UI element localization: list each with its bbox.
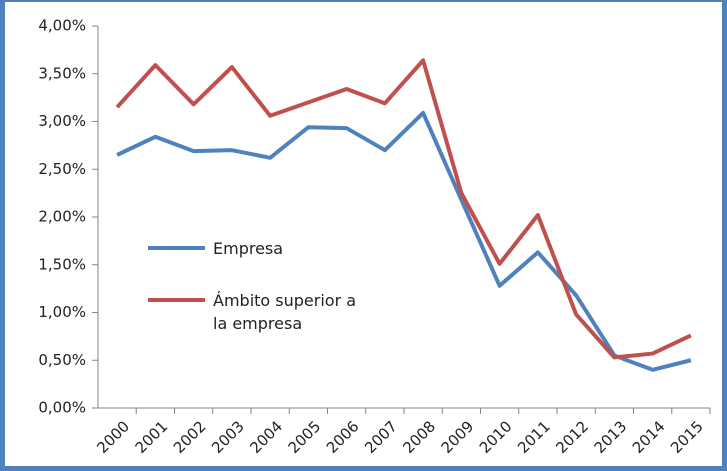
y-tick-label: 1,50% [38,255,86,273]
y-tick-label: 1,00% [38,303,86,321]
y-tick-label: 4,00% [38,17,86,35]
x-tick-label: 2006 [323,417,363,457]
x-tick-label: 2000 [93,417,133,457]
x-tick-label: 2002 [170,417,210,457]
x-tick-label: 2014 [629,417,669,457]
x-tick-label: 2004 [246,417,286,457]
x-tick-label: 2008 [399,417,439,457]
x-tick-label: 2001 [132,417,172,457]
legend-label: Ámbito superior a la empresa [213,290,357,333]
x-tick-label: 2009 [438,417,478,457]
x-tick-label: 2007 [361,417,401,457]
legend-label: Empresa [213,238,284,258]
x-tick-label: 2005 [285,417,325,457]
x-tick-label: 2013 [591,417,631,457]
x-tick-label: 2011 [514,417,554,457]
series-line [116,110,692,372]
y-tick-label: 0,50% [38,351,86,369]
y-tick-label: 0,00% [38,399,86,417]
x-tick-label: 2012 [552,417,592,457]
y-tick-label: 3,00% [38,112,86,130]
y-tick-label: 2,50% [38,160,86,178]
series-line [115,58,692,360]
x-tick-label: 2003 [208,417,248,457]
y-tick-label: 2,00% [38,208,86,226]
x-tick-label: 2015 [667,417,707,457]
x-tick-label: 2010 [476,417,516,457]
y-tick-label: 3,50% [38,64,86,82]
